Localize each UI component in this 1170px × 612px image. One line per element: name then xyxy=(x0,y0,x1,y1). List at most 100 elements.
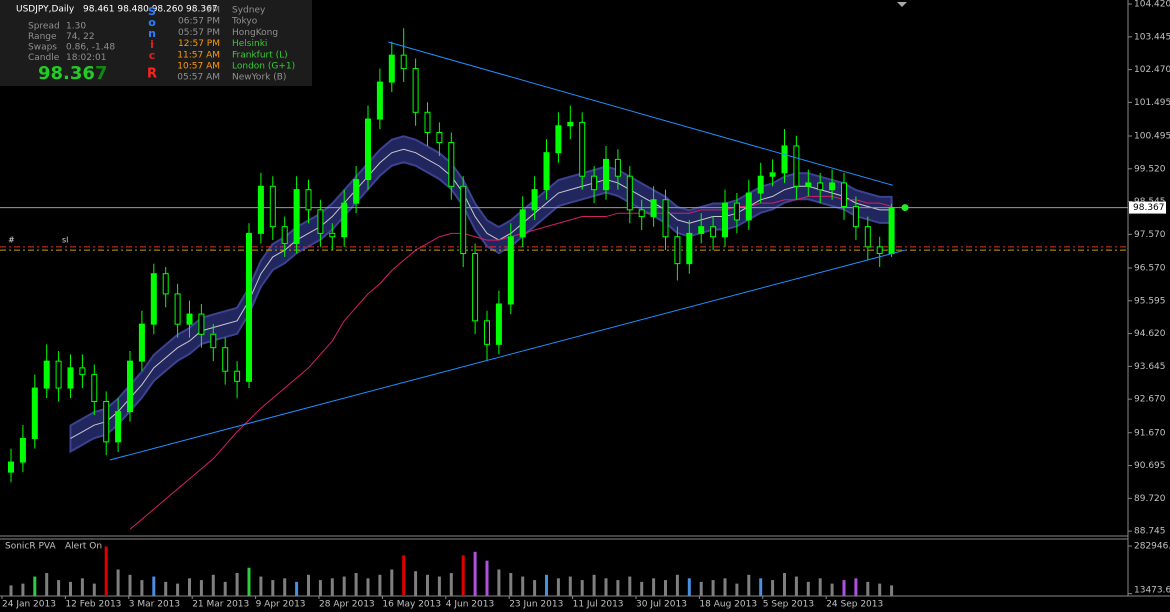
candle-body xyxy=(198,313,205,335)
x-tick-label: 24 Jan 2013 xyxy=(2,600,56,610)
trendline xyxy=(388,41,893,186)
candle-body xyxy=(817,182,824,191)
info-label: Range xyxy=(28,32,57,42)
volume-bar xyxy=(794,576,798,596)
info-panel-bg xyxy=(0,0,312,86)
info-label: Candle xyxy=(28,53,60,63)
panel-title: SonicR PVA xyxy=(5,542,56,552)
sonic-letter: n xyxy=(148,27,156,40)
candle-body xyxy=(733,202,740,221)
band-mid-line xyxy=(70,148,892,439)
candle-body xyxy=(507,236,514,305)
y-tick-label: 92.670 xyxy=(1134,395,1166,405)
volume-tick-label: 282946.6 xyxy=(1134,542,1170,552)
candle-body xyxy=(317,209,324,234)
volume-bar xyxy=(783,573,786,596)
candle-body xyxy=(257,185,264,234)
y-tick-label: 88.745 xyxy=(1134,527,1166,537)
candle-body xyxy=(745,192,752,221)
session-city: Tokyo xyxy=(231,17,258,27)
sonic-letter: R xyxy=(147,67,157,82)
x-tick-label: 4 Jun 2013 xyxy=(446,600,494,610)
candle-body xyxy=(650,199,657,218)
y-tick-label: 103.445 xyxy=(1134,32,1170,42)
candle-body xyxy=(769,172,776,177)
volume-bar xyxy=(104,546,108,596)
y-tick-label: 104.420 xyxy=(1134,0,1170,10)
candle-body xyxy=(531,189,538,211)
volume-bar xyxy=(509,573,513,596)
volume-bar xyxy=(533,580,537,596)
volume-bar xyxy=(806,581,810,596)
big-price-tail: 7 xyxy=(95,63,108,84)
volume-bar xyxy=(866,581,870,596)
candle-body xyxy=(805,182,812,187)
candle-body xyxy=(341,202,348,238)
x-tick-label: 12 Feb 2013 xyxy=(65,600,121,610)
volume-bar xyxy=(592,574,596,596)
volume-bar xyxy=(497,569,501,596)
big-price-main: 98.36 xyxy=(38,63,95,84)
volume-bar xyxy=(211,574,215,596)
candle-body xyxy=(127,360,133,413)
price-tag xyxy=(1129,201,1166,214)
info-value: 18:02:01 xyxy=(66,53,106,63)
candle-body xyxy=(138,323,145,362)
volume-bar xyxy=(854,578,858,596)
x-tick-label: 23 Jun 2013 xyxy=(509,600,563,610)
volume-tick-label: 13473.6 xyxy=(1134,586,1170,596)
candle-body xyxy=(353,179,360,204)
sonic-letter: c xyxy=(149,49,156,62)
x-tick-label: 28 Apr 2013 xyxy=(319,600,375,610)
volume-bar xyxy=(735,583,739,596)
candle-body xyxy=(472,253,479,322)
level-mark: sl xyxy=(62,235,68,244)
volume-bar xyxy=(318,580,322,596)
session-time: PM xyxy=(207,6,220,16)
session-time: 05:57 PM xyxy=(178,28,220,38)
level-mark: # xyxy=(8,235,15,244)
candle-body xyxy=(222,347,229,372)
volume-bar xyxy=(378,574,382,596)
volume-bar xyxy=(521,576,525,596)
volume-bar xyxy=(604,578,608,596)
shift-marker xyxy=(897,2,907,7)
y-tick-label: 99.520 xyxy=(1134,164,1166,174)
big-price: 98.367 xyxy=(38,63,107,84)
candle-body xyxy=(888,206,895,255)
volume-bar xyxy=(307,574,310,596)
volume-bar xyxy=(449,573,453,596)
candle-body xyxy=(829,182,836,191)
volume-bar xyxy=(771,580,775,596)
session-time: 10:57 AM xyxy=(177,62,220,72)
candle-body xyxy=(103,401,110,443)
trendline xyxy=(109,249,905,461)
session-city: NewYork (B) xyxy=(232,73,286,83)
candle-body xyxy=(674,236,681,265)
candle-body xyxy=(115,411,122,443)
info-value: 74, 22 xyxy=(66,32,95,42)
candle-body xyxy=(841,182,847,207)
candle-body xyxy=(757,175,764,194)
volume-bar xyxy=(271,580,275,596)
volume-bar xyxy=(687,578,691,596)
volume-bar xyxy=(890,585,894,596)
candle-body xyxy=(626,175,633,211)
volume-bar xyxy=(568,576,572,596)
candle-body xyxy=(8,461,14,473)
info-panel: USDJPY,Daily 98.461 98.480 98.260 98.367… xyxy=(0,0,312,86)
volume-bar xyxy=(759,578,763,596)
candle-body xyxy=(614,158,621,177)
session-city: HongKong xyxy=(232,28,278,38)
sonic-letter: o xyxy=(148,16,156,29)
candle-body xyxy=(293,189,300,244)
volume-bar xyxy=(640,581,644,596)
volume-bar xyxy=(414,571,418,596)
symbol: USDJPY,Daily xyxy=(16,5,75,15)
candle-body xyxy=(460,185,467,255)
candle-body xyxy=(67,367,74,389)
candle-body xyxy=(91,374,98,403)
volume-bar xyxy=(461,555,465,596)
y-tick-label: 90.695 xyxy=(1134,461,1166,471)
